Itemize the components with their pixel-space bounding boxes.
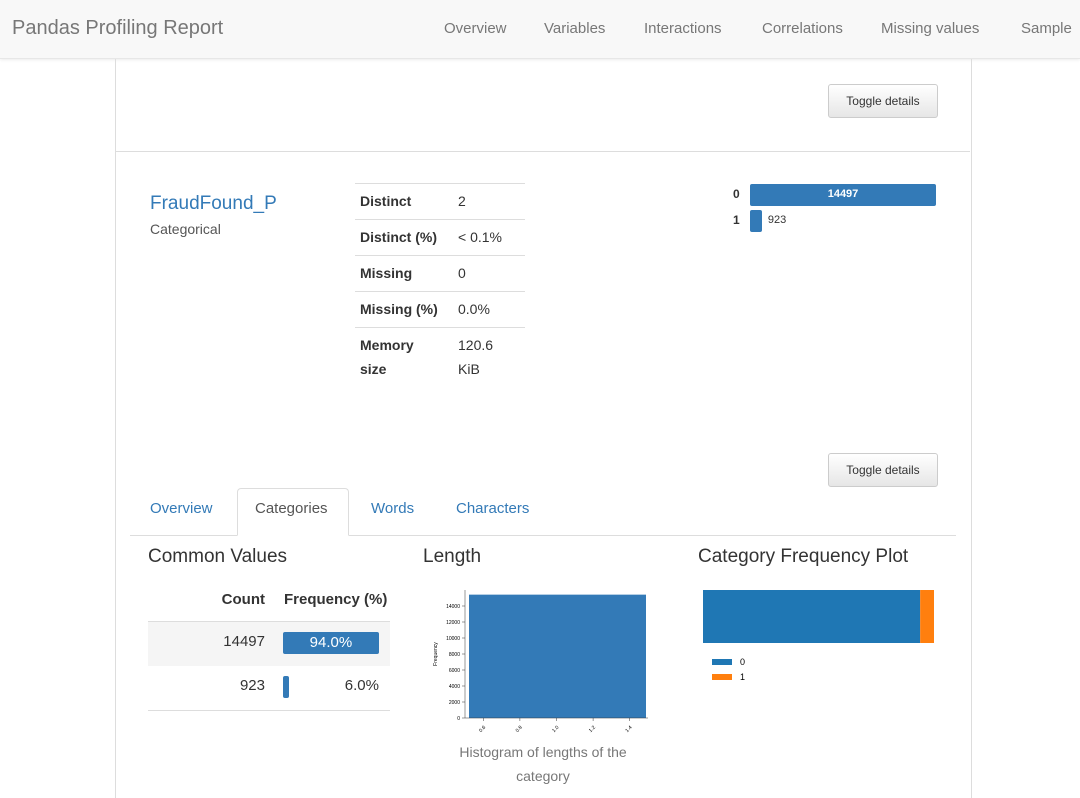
nav-link[interactable]: Variables — [544, 20, 606, 37]
active-tab — [237, 488, 349, 536]
stats-value: 120.6 KiB — [458, 337, 494, 377]
y-tick-label: 12000 — [446, 620, 460, 626]
brand[interactable]: Pandas Profiling Report — [12, 17, 224, 39]
toggle-button[interactable]: Toggle details — [828, 84, 938, 118]
x-tick-label: 1.4 — [624, 725, 633, 734]
y-tick-label: 2000 — [449, 700, 460, 706]
separator — [116, 151, 970, 152]
nav-link[interactable]: Interactions — [644, 20, 722, 37]
tab[interactable]: Overview — [150, 500, 213, 517]
stats-row: Missing 0 — [355, 255, 525, 291]
category-frequency-plot: 01 — [703, 590, 934, 682]
mini-bar — [750, 210, 762, 232]
frequency-bar: 94.0% — [283, 632, 379, 654]
histogram: 0 2000 4000 6000 8000 10000 12000 14000 0.6 0.8 1.… — [433, 590, 648, 734]
y-tick-label: 8000 — [449, 652, 460, 658]
stats-label: Distinct — [360, 193, 412, 209]
frequency-label: 94.0% — [309, 634, 353, 651]
stats-label: Distinct (%) — [360, 229, 437, 245]
frequency-label: 6.0% — [344, 677, 379, 694]
stats-label: Memory size — [360, 337, 414, 377]
tab[interactable]: Characters — [456, 500, 530, 517]
x-tick-label: 1.2 — [588, 725, 597, 734]
stats-value: 0 — [458, 265, 466, 281]
tab[interactable]: Categories — [255, 500, 328, 517]
tab-line — [130, 535, 956, 536]
navbar — [0, 0, 1080, 59]
stats-value: 2 — [458, 193, 466, 209]
stats-row: Memory size 120.6 KiB — [355, 327, 525, 387]
legend-label: 0 — [740, 657, 745, 667]
nav-link[interactable]: Sample — [1021, 20, 1072, 37]
nav-link[interactable]: Missing values — [881, 20, 980, 37]
section-title: Common Values — [148, 546, 288, 567]
toggle-button[interactable]: Toggle details — [828, 453, 938, 487]
stats-label: Missing — [360, 265, 413, 281]
tab[interactable]: Words — [371, 500, 415, 517]
legend-swatch — [712, 674, 732, 680]
mini-bar-category: 0 — [733, 187, 740, 201]
table-header: Frequency (%) — [284, 591, 388, 608]
table-row — [148, 666, 390, 711]
x-tick-label: 0.8 — [515, 725, 524, 734]
y-axis-label: Frequency — [433, 642, 439, 666]
count-cell: 923 — [239, 677, 265, 694]
stats-value: 0.0% — [458, 301, 490, 317]
stacked-segment — [703, 590, 921, 643]
mini-bar-category: 1 — [733, 213, 740, 227]
container — [115, 59, 972, 798]
y-tick-label: 10000 — [446, 636, 460, 642]
histogram-bar — [469, 594, 646, 718]
stats-row: Distinct (%) < 0.1% — [355, 219, 525, 255]
y-tick-label: 4000 — [449, 684, 460, 690]
stats-row: Missing (%) 0.0% — [355, 291, 525, 327]
table-header: Count — [221, 591, 265, 608]
mini-bar-label: 14497 — [827, 188, 859, 200]
y-tick-label: 0 — [457, 716, 460, 722]
mini-bar: 14497 — [750, 184, 936, 206]
stats-label: Missing (%) — [360, 301, 438, 317]
section-title: Length — [423, 546, 482, 567]
legend-label: 1 — [740, 672, 745, 682]
mini-bar-label: 923 — [767, 214, 787, 226]
stacked-segment — [920, 590, 934, 643]
variable-type: Categorical — [150, 221, 221, 237]
legend-swatch — [712, 659, 732, 665]
count-cell: 14497 — [223, 633, 265, 650]
variable-name[interactable]: FraudFound_P — [150, 193, 277, 214]
nav-link[interactable]: Correlations — [762, 20, 843, 37]
nav-link[interactable]: Overview — [444, 20, 507, 37]
y-tick-label: 6000 — [449, 668, 460, 674]
stats-value: < 0.1% — [458, 229, 502, 245]
chart-caption: Histogram of lengths of the category — [459, 744, 627, 784]
x-tick-label: 0.6 — [478, 725, 487, 734]
y-tick-label: 14000 — [446, 604, 460, 610]
section-title: Category Frequency Plot — [698, 546, 909, 567]
stats-table: Distinct 2 Distinct (%) < 0.1% Missing 0 Missi… — [355, 183, 525, 387]
x-tick-label: 1.0 — [551, 725, 560, 734]
stats-row: Distinct 2 — [355, 183, 525, 219]
frequency-bar — [283, 676, 290, 698]
